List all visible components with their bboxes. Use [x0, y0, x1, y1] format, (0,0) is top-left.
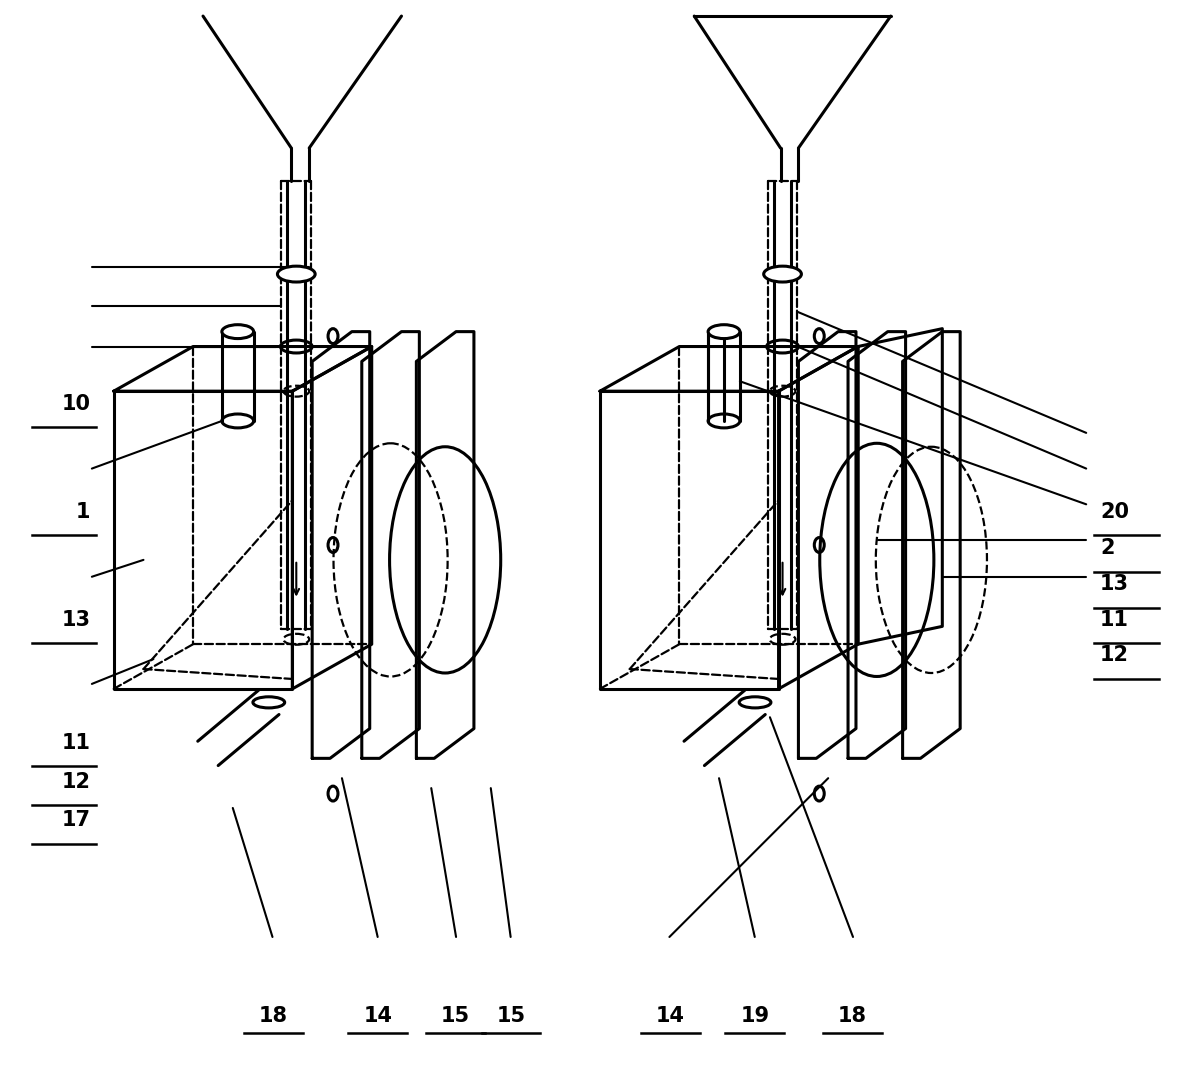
Ellipse shape: [709, 324, 740, 338]
Text: 19: 19: [741, 1006, 769, 1026]
Text: 17: 17: [62, 811, 90, 830]
Text: 13: 13: [62, 609, 90, 630]
Text: 18: 18: [838, 1006, 868, 1026]
Text: 18: 18: [259, 1006, 287, 1026]
Text: 12: 12: [62, 771, 90, 792]
Text: 11: 11: [62, 732, 90, 753]
Text: 20: 20: [1100, 502, 1129, 521]
Text: 13: 13: [1100, 574, 1129, 594]
Text: 14: 14: [363, 1006, 393, 1026]
Text: 2: 2: [1100, 539, 1115, 558]
Ellipse shape: [222, 324, 254, 338]
Text: 15: 15: [496, 1006, 526, 1026]
Ellipse shape: [763, 267, 801, 282]
Text: 14: 14: [655, 1006, 685, 1026]
Text: 1: 1: [76, 502, 90, 521]
Text: 11: 11: [1100, 609, 1129, 630]
Text: 12: 12: [1100, 645, 1129, 665]
Text: 10: 10: [62, 394, 90, 413]
Ellipse shape: [278, 267, 315, 282]
Text: 15: 15: [442, 1006, 470, 1026]
